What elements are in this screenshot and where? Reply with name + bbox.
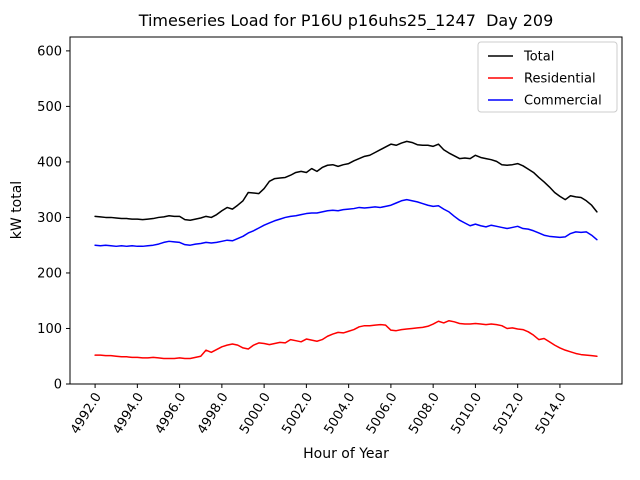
legend-label-commercial: Commercial	[524, 94, 602, 109]
x-tick-label: 5012.0	[491, 390, 528, 437]
x-tick-label: 5014.0	[533, 390, 570, 437]
y-tick-label: 100	[37, 322, 62, 337]
y-tick-label: 600	[37, 44, 62, 59]
x-tick-label: 5008.0	[406, 390, 443, 437]
y-tick-label: 200	[37, 266, 62, 281]
x-tick-label: 5000.0	[237, 390, 274, 437]
legend-label-residential: Residential	[524, 72, 596, 87]
series-line-commercial	[94, 198, 598, 248]
legend-box	[477, 41, 618, 113]
x-tick-label: 4992.0	[68, 390, 105, 437]
chart-title: Timeseries Load for P16U p16uhs25_1247 D…	[138, 11, 554, 30]
x-tick-label: 5010.0	[448, 390, 485, 437]
x-tick-label: 5004.0	[322, 390, 359, 437]
x-tick-label: 4996.0	[153, 390, 190, 437]
x-tick-label: 5002.0	[279, 390, 316, 437]
series-line-total	[94, 140, 598, 221]
x-tick-label: 4998.0	[195, 390, 232, 437]
y-tick-label: 0	[54, 378, 62, 393]
x-axis-label: Hour of Year	[303, 446, 389, 462]
legend-label-total: Total	[523, 50, 554, 65]
x-tick-label: 4994.0	[110, 390, 147, 437]
series-line-residential	[94, 319, 598, 360]
y-tick-label: 500	[37, 100, 62, 115]
y-tick-label: 300	[37, 211, 62, 226]
y-tick-label: 400	[37, 155, 62, 170]
x-tick-label: 5006.0	[364, 390, 401, 437]
legend: Total Residential Commercial	[477, 41, 618, 113]
